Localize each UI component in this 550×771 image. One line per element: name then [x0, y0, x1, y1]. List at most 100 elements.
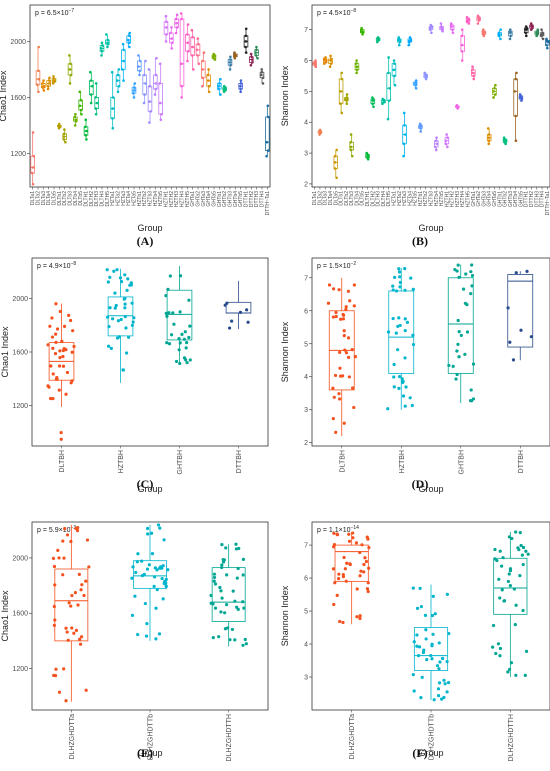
data-point	[393, 83, 397, 87]
data-point	[212, 52, 215, 56]
data-point	[85, 538, 90, 542]
data-point	[119, 279, 124, 284]
data-point	[459, 333, 463, 338]
data-point	[449, 22, 453, 25]
data-point	[332, 602, 336, 607]
data-point	[191, 45, 194, 49]
data-point	[244, 27, 248, 31]
data-point	[136, 552, 140, 556]
p-value-label: p = 1.1×10−14	[317, 525, 359, 534]
x-tick-label: DTTBH	[236, 450, 243, 473]
data-point	[180, 332, 184, 337]
box-DLTH3	[375, 36, 381, 44]
data-point	[250, 55, 253, 59]
data-point	[418, 586, 422, 590]
data-point	[446, 136, 449, 139]
panel-label: (F)	[412, 746, 427, 760]
data-point	[217, 635, 221, 639]
data-point	[170, 41, 174, 45]
data-point	[526, 552, 530, 556]
data-point	[469, 388, 473, 392]
data-point	[52, 77, 55, 80]
data-point	[340, 374, 345, 378]
data-point	[126, 277, 130, 281]
data-point	[445, 592, 449, 597]
data-point	[61, 573, 65, 577]
box-DLTb1	[57, 122, 62, 130]
box-body	[334, 544, 369, 582]
x-tick-label: DTTH2	[249, 191, 255, 207]
x-tick-label: DLTa1	[312, 191, 318, 205]
data-point	[84, 118, 88, 122]
data-point	[169, 31, 172, 35]
data-point	[87, 565, 91, 569]
data-point	[111, 117, 114, 120]
data-point	[37, 69, 40, 73]
data-point	[206, 73, 210, 77]
data-point	[512, 587, 516, 591]
box-DLHZGHDTTH	[209, 542, 248, 647]
box-DLTb5	[78, 90, 83, 116]
y-tick-label: 1600	[10, 95, 26, 102]
data-point	[101, 44, 104, 47]
x-tick-label: DLTa2	[36, 191, 42, 205]
data-point	[338, 350, 342, 354]
x-tick-label: GHTa5	[212, 191, 218, 207]
x-tick-label: DTTH~Ta1	[265, 191, 271, 216]
data-point	[75, 529, 80, 533]
data-point	[347, 532, 351, 536]
data-point	[261, 82, 265, 85]
data-point	[338, 619, 342, 624]
data-point	[514, 530, 518, 534]
data-point	[147, 563, 151, 567]
data-point	[352, 405, 356, 410]
data-point	[228, 61, 232, 64]
data-point	[49, 364, 53, 368]
data-point	[329, 54, 332, 58]
data-point	[514, 77, 518, 81]
box-DTTH3	[534, 28, 540, 38]
data-point	[346, 289, 351, 293]
data-point	[411, 333, 415, 337]
data-point	[372, 105, 375, 109]
data-point	[164, 577, 168, 581]
data-point	[69, 539, 73, 544]
data-point	[355, 71, 358, 75]
data-point	[507, 535, 511, 539]
data-point	[122, 48, 125, 52]
x-tick-label: GHTa3	[481, 191, 487, 207]
data-point	[433, 145, 437, 149]
data-point	[487, 142, 491, 146]
y-tick-label: 2	[304, 181, 308, 188]
data-point	[202, 51, 206, 54]
data-point	[144, 59, 147, 63]
box-DTTH2	[529, 22, 534, 31]
data-point	[465, 16, 469, 19]
data-point	[161, 564, 165, 568]
y-tick-label: 4	[304, 374, 308, 381]
data-point	[508, 28, 512, 31]
data-point	[236, 607, 240, 612]
data-point	[341, 317, 346, 321]
data-point	[363, 556, 367, 560]
data-point	[391, 316, 395, 321]
box-DLTH2	[370, 96, 376, 109]
data-point	[351, 531, 355, 535]
data-point	[541, 31, 544, 35]
data-point	[514, 603, 518, 607]
data-point	[447, 631, 451, 636]
data-point	[94, 82, 98, 85]
data-point	[64, 348, 68, 352]
y-tick-label: 2000	[12, 555, 28, 562]
data-point	[437, 667, 441, 671]
box-DTTH1	[243, 27, 249, 54]
data-point	[42, 84, 46, 88]
data-point	[186, 59, 189, 63]
data-point	[158, 82, 161, 85]
data-point	[54, 302, 58, 306]
x-tick-label: GHTa1	[471, 191, 477, 207]
data-point	[78, 642, 83, 646]
box-GHTb2	[502, 136, 508, 146]
data-point	[362, 570, 366, 574]
data-point	[233, 638, 237, 642]
